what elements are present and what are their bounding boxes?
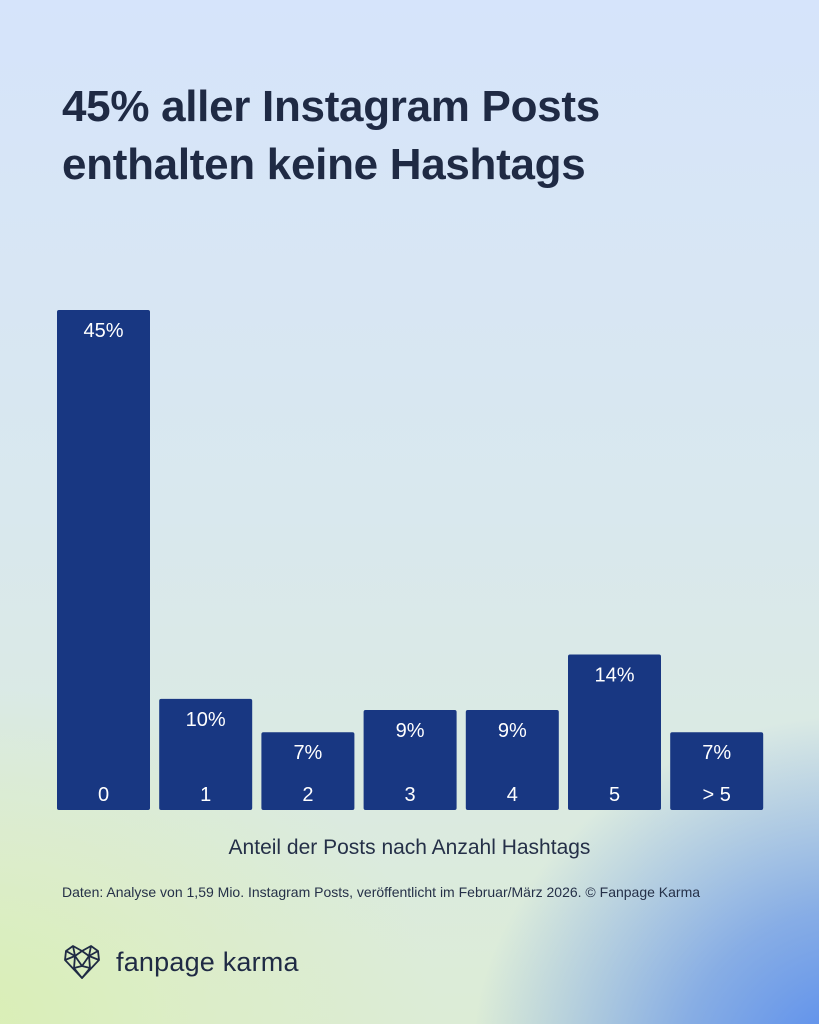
title-line-2: enthalten keine Hashtags — [62, 140, 586, 189]
category-label-4: 4 — [507, 784, 518, 806]
brand-name: fanpage karma — [116, 946, 299, 977]
bar-4 — [465, 710, 559, 810]
bar-value-label-2: 7% — [293, 742, 322, 764]
category-label-2: 2 — [302, 784, 313, 806]
bar-1 — [159, 698, 253, 810]
bar-value-label-1: 10% — [186, 709, 226, 731]
bar-value-label-3: 9% — [396, 720, 425, 742]
category-label-6: > 5 — [703, 784, 731, 806]
x-axis-label: Anteil der Posts nach Anzahl Hashtags — [228, 836, 591, 859]
title-line-1: 45% aller Instagram Posts — [62, 82, 600, 131]
brand-logo: fanpage karma — [62, 940, 299, 984]
bar-6 — [670, 732, 764, 810]
bar-chart: 45% 0 10% 1 7% 2 9% 3 9% 4 14% 5 7% > 5 — [57, 310, 764, 810]
category-label-1: 1 — [200, 784, 211, 806]
category-label-3: 3 — [405, 784, 416, 806]
category-label-0: 0 — [98, 784, 109, 806]
source-note: Daten: Analyse von 1,59 Mio. Instagram P… — [62, 884, 701, 900]
bar-value-label-6: 7% — [702, 742, 731, 764]
bar-value-label-4: 9% — [498, 720, 527, 742]
category-label-5: 5 — [609, 784, 620, 806]
bar-value-label-5: 14% — [594, 664, 634, 686]
heart-network-icon — [64, 945, 100, 979]
bar-3 — [363, 710, 457, 810]
bar-0 — [57, 310, 150, 810]
chart-title: 45% aller Instagram Posts enthalten kein… — [62, 78, 782, 194]
bar-5 — [568, 654, 661, 810]
bar-value-label-0: 45% — [83, 320, 123, 342]
bar-2 — [261, 732, 355, 810]
